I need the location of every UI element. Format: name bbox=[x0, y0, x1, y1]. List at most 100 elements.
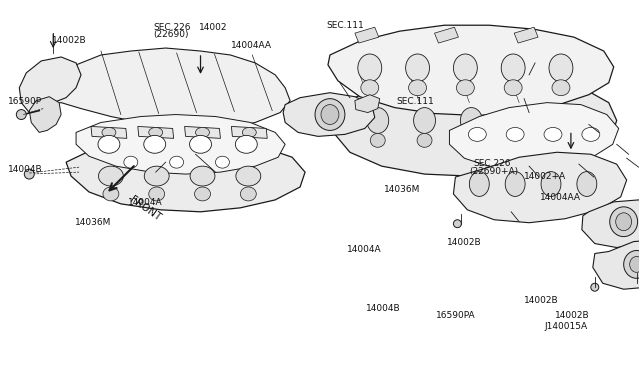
Polygon shape bbox=[514, 27, 538, 43]
Text: SEC.111: SEC.111 bbox=[396, 97, 434, 106]
Ellipse shape bbox=[460, 108, 483, 134]
Ellipse shape bbox=[468, 128, 486, 141]
Ellipse shape bbox=[453, 220, 461, 228]
Ellipse shape bbox=[507, 108, 529, 134]
Text: 14004A: 14004A bbox=[348, 245, 382, 254]
Polygon shape bbox=[232, 126, 268, 138]
Text: J140015A: J140015A bbox=[545, 322, 588, 331]
Ellipse shape bbox=[552, 80, 570, 96]
Text: 14002+A: 14002+A bbox=[524, 172, 566, 181]
Ellipse shape bbox=[417, 134, 432, 147]
Text: 14036M: 14036M bbox=[75, 218, 111, 227]
Text: 14002B: 14002B bbox=[524, 296, 559, 305]
Ellipse shape bbox=[148, 187, 164, 201]
Text: 14002B: 14002B bbox=[447, 238, 482, 247]
Polygon shape bbox=[449, 103, 619, 169]
Ellipse shape bbox=[144, 135, 166, 153]
Ellipse shape bbox=[544, 128, 562, 141]
Ellipse shape bbox=[464, 134, 479, 147]
Ellipse shape bbox=[189, 135, 211, 153]
Polygon shape bbox=[328, 25, 614, 116]
Ellipse shape bbox=[577, 171, 596, 196]
Ellipse shape bbox=[511, 134, 525, 147]
Ellipse shape bbox=[148, 128, 163, 137]
Ellipse shape bbox=[124, 156, 138, 168]
Text: 14002: 14002 bbox=[199, 23, 227, 32]
Ellipse shape bbox=[616, 213, 632, 231]
Ellipse shape bbox=[582, 128, 600, 141]
Ellipse shape bbox=[554, 108, 576, 134]
Ellipse shape bbox=[591, 283, 599, 291]
Ellipse shape bbox=[102, 128, 116, 137]
Text: 14004A: 14004A bbox=[127, 198, 162, 207]
Polygon shape bbox=[453, 152, 627, 223]
Ellipse shape bbox=[371, 134, 385, 147]
Ellipse shape bbox=[358, 54, 381, 82]
Ellipse shape bbox=[103, 187, 119, 201]
Ellipse shape bbox=[504, 80, 522, 96]
Text: 14004B: 14004B bbox=[366, 304, 401, 313]
Ellipse shape bbox=[549, 54, 573, 82]
Ellipse shape bbox=[361, 80, 379, 96]
Text: 14004B: 14004B bbox=[8, 165, 42, 174]
Polygon shape bbox=[355, 95, 380, 113]
Polygon shape bbox=[582, 200, 640, 247]
Ellipse shape bbox=[190, 166, 215, 186]
Polygon shape bbox=[333, 75, 617, 176]
Ellipse shape bbox=[144, 166, 169, 186]
Ellipse shape bbox=[557, 134, 572, 147]
Ellipse shape bbox=[24, 169, 35, 179]
Polygon shape bbox=[31, 48, 290, 128]
Polygon shape bbox=[593, 240, 640, 289]
Ellipse shape bbox=[236, 166, 260, 186]
Ellipse shape bbox=[505, 171, 525, 196]
Ellipse shape bbox=[541, 171, 561, 196]
Ellipse shape bbox=[170, 156, 184, 168]
Text: (22690): (22690) bbox=[153, 30, 189, 39]
Text: FRONT: FRONT bbox=[127, 194, 162, 222]
Polygon shape bbox=[184, 126, 220, 138]
Ellipse shape bbox=[413, 108, 435, 134]
Ellipse shape bbox=[243, 128, 256, 137]
Polygon shape bbox=[138, 126, 173, 138]
Ellipse shape bbox=[195, 187, 211, 201]
Ellipse shape bbox=[216, 156, 229, 168]
Ellipse shape bbox=[406, 54, 429, 82]
Ellipse shape bbox=[453, 54, 477, 82]
Ellipse shape bbox=[469, 171, 489, 196]
Ellipse shape bbox=[99, 166, 124, 186]
Polygon shape bbox=[76, 115, 285, 174]
Ellipse shape bbox=[236, 135, 257, 153]
Ellipse shape bbox=[367, 108, 388, 134]
Ellipse shape bbox=[456, 80, 474, 96]
Polygon shape bbox=[283, 93, 375, 137]
Text: SEC.226: SEC.226 bbox=[153, 23, 191, 32]
Ellipse shape bbox=[315, 99, 345, 131]
Polygon shape bbox=[29, 97, 61, 132]
Text: 14002B: 14002B bbox=[52, 36, 87, 45]
Polygon shape bbox=[435, 27, 458, 43]
Ellipse shape bbox=[408, 80, 426, 96]
Text: 16590P: 16590P bbox=[8, 97, 42, 106]
Text: SEC.111: SEC.111 bbox=[326, 21, 364, 30]
Ellipse shape bbox=[610, 207, 637, 237]
Polygon shape bbox=[91, 126, 127, 138]
Text: 14004AA: 14004AA bbox=[540, 193, 581, 202]
Ellipse shape bbox=[241, 187, 256, 201]
Ellipse shape bbox=[321, 105, 339, 125]
Polygon shape bbox=[355, 27, 379, 43]
Polygon shape bbox=[19, 57, 81, 113]
Ellipse shape bbox=[630, 256, 640, 272]
Ellipse shape bbox=[506, 128, 524, 141]
Ellipse shape bbox=[501, 54, 525, 82]
Polygon shape bbox=[66, 138, 305, 212]
Ellipse shape bbox=[17, 110, 26, 119]
Text: 14004AA: 14004AA bbox=[231, 41, 272, 50]
Text: 14002B: 14002B bbox=[554, 311, 589, 320]
Ellipse shape bbox=[196, 128, 209, 137]
Ellipse shape bbox=[98, 135, 120, 153]
Text: 16590PA: 16590PA bbox=[436, 311, 476, 320]
Text: (22690+A): (22690+A) bbox=[470, 167, 519, 176]
Ellipse shape bbox=[623, 250, 640, 278]
Text: 14036M: 14036M bbox=[384, 185, 420, 194]
